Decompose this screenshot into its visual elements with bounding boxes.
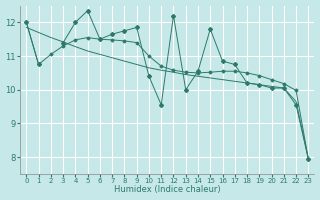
X-axis label: Humidex (Indice chaleur): Humidex (Indice chaleur) (114, 185, 221, 194)
